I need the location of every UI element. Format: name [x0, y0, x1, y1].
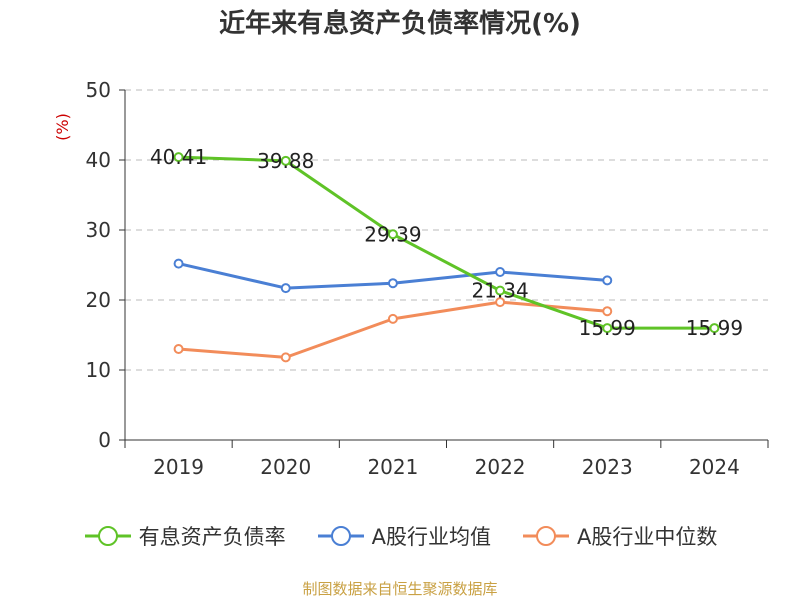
series-lines [173, 152, 720, 363]
y-tick-label: 0 [98, 428, 111, 452]
data-point [280, 283, 291, 294]
data-label: 15.99 [686, 316, 743, 340]
axes: 0 10 20 30 40 50 2019 2020 2021 2022 2023 2024 (%) [53, 78, 769, 479]
legend-circle [97, 526, 118, 546]
legend-circle [536, 526, 556, 546]
data-point [280, 352, 291, 363]
y-tick-label: 50 [86, 78, 111, 102]
chart-title: 近年来有息资产负债率情况(%) [219, 9, 581, 39]
data-point [387, 313, 398, 324]
source-note: 制图数据来自恒生聚源数据库 [302, 580, 498, 598]
data-point [602, 323, 613, 334]
y-tick-label: 30 [86, 218, 111, 242]
x-tick-label: 2024 [689, 455, 740, 479]
legend-marker-icon [523, 526, 569, 546]
data-label: 15.99 [579, 316, 636, 340]
data-point [387, 229, 398, 240]
legend-label: 有息资产负债率 [138, 525, 286, 549]
data-point [602, 275, 613, 286]
legend-marker-icon [317, 526, 364, 546]
legend-marker-icon [84, 526, 131, 546]
legend-item: A股行业中位数 [521, 521, 717, 551]
x-tick-label: 2023 [582, 455, 633, 479]
data-point [173, 152, 184, 163]
legend-label: A股行业中位数 [577, 525, 718, 549]
series-line [178, 155, 715, 330]
legend-label: A股行业均值 [371, 525, 491, 549]
legend: 有息资产负债率 A股行业均值 A股行业中位数 [0, 518, 800, 554]
data-point [173, 344, 184, 354]
data-point [709, 323, 720, 334]
data-label: 40.41 [150, 145, 207, 169]
data-labels: 40.41 39.88 29.39 21.34 15.99 15.99 [150, 145, 743, 340]
series-line [178, 300, 608, 359]
legend-item: A股行业均值 [316, 521, 491, 551]
x-tick-label: 2020 [260, 455, 311, 479]
x-tick-label: 2021 [367, 455, 418, 479]
y-tick-label: 40 [86, 148, 111, 172]
legend-circle [330, 526, 351, 546]
x-tick-label: 2019 [153, 455, 204, 479]
data-point [280, 155, 291, 166]
y-axis-unit-label: (%) [53, 113, 72, 141]
data-point [387, 278, 398, 289]
grid-lines [125, 89, 768, 371]
y-tick-label: 20 [86, 288, 111, 312]
data-label: 21.34 [471, 279, 528, 303]
x-tick-label: 2022 [475, 455, 526, 479]
y-tick-label: 10 [86, 358, 111, 382]
data-label: 39.88 [257, 149, 314, 173]
data-label: 29.39 [364, 222, 421, 246]
data-point [495, 267, 506, 277]
data-point [173, 258, 184, 269]
data-point [495, 285, 506, 296]
legend-item: 有息资产负债率 [83, 521, 286, 551]
data-point [602, 306, 613, 317]
data-point [495, 297, 506, 308]
